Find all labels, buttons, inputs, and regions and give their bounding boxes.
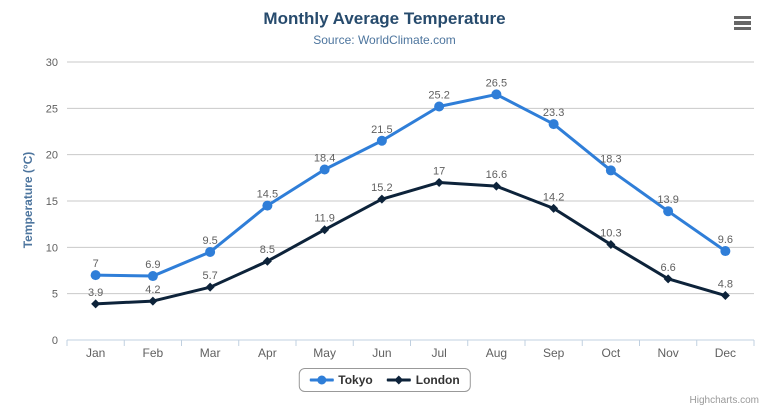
london-data-point[interactable] xyxy=(606,240,616,250)
y-axis-label: 0 xyxy=(52,335,58,347)
tokyo-data-point[interactable] xyxy=(205,246,216,257)
legend-item-london[interactable]: London xyxy=(386,373,460,387)
chart-title: Monthly Average Temperature xyxy=(263,9,506,28)
data-label: 14.2 xyxy=(543,191,564,203)
hamburger-icon xyxy=(734,27,751,31)
data-label: 17 xyxy=(433,165,445,177)
x-axis-label: Apr xyxy=(258,346,277,360)
y-axis-label: 20 xyxy=(46,150,58,162)
data-label: 18.4 xyxy=(314,152,335,164)
tokyo-data-point[interactable] xyxy=(663,206,674,217)
london-series-marker-icon xyxy=(386,374,411,386)
data-label: 26.5 xyxy=(486,77,507,89)
x-axis-label: Nov xyxy=(657,346,678,360)
tokyo-data-point[interactable] xyxy=(491,89,502,100)
london-data-point[interactable] xyxy=(377,194,387,204)
x-axis-label: Jul xyxy=(431,346,446,360)
tokyo-data-point[interactable] xyxy=(319,164,330,175)
tokyo-data-point[interactable] xyxy=(720,246,731,257)
london-data-point[interactable] xyxy=(91,299,101,309)
london-series-line[interactable] xyxy=(94,180,727,306)
x-axis-label: Jan xyxy=(86,346,105,360)
data-label: 15.2 xyxy=(371,182,392,194)
london-data-point[interactable] xyxy=(663,274,673,284)
london-data-point[interactable] xyxy=(434,177,444,187)
x-axis-label: Mar xyxy=(200,346,221,360)
tokyo-data-point[interactable] xyxy=(434,101,445,112)
data-label: 8.5 xyxy=(260,244,275,256)
chart-subtitle: Source: WorldClimate.com xyxy=(313,33,456,47)
data-label: 7 xyxy=(93,258,99,270)
x-axis-label: Sep xyxy=(543,346,565,360)
data-label: 18.3 xyxy=(600,153,621,165)
chart-context-menu-button[interactable] xyxy=(731,13,755,33)
x-axis-label: Dec xyxy=(715,346,736,360)
london-data-point[interactable] xyxy=(549,203,559,213)
legend-label-london: London xyxy=(415,373,460,387)
legend: Tokyo London xyxy=(298,368,471,392)
tokyo-data-point[interactable] xyxy=(147,271,158,282)
y-axis-label: 25 xyxy=(46,103,58,115)
data-label: 25.2 xyxy=(428,89,449,101)
london-data-point[interactable] xyxy=(720,291,730,301)
data-label: 4.2 xyxy=(145,284,160,296)
data-label: 9.5 xyxy=(202,235,217,247)
tokyo-data-point[interactable] xyxy=(605,165,616,176)
data-label: 10.3 xyxy=(600,228,621,240)
tokyo-series-line[interactable] xyxy=(94,92,727,278)
london-data-point[interactable] xyxy=(205,282,215,292)
london-data-point[interactable] xyxy=(262,256,272,266)
x-axis-label: Oct xyxy=(602,346,621,360)
x-axis-label: Aug xyxy=(486,346,507,360)
data-label: 5.7 xyxy=(202,270,217,282)
y-axis-label: 10 xyxy=(46,242,58,254)
tokyo-data-point[interactable] xyxy=(548,119,559,130)
legend-label-tokyo: Tokyo xyxy=(338,373,373,387)
london-data-point[interactable] xyxy=(148,296,158,306)
data-label: 3.9 xyxy=(88,287,103,299)
tokyo-series-marker-icon xyxy=(309,374,334,386)
x-axis-label: May xyxy=(313,346,336,360)
legend-item-tokyo[interactable]: Tokyo xyxy=(309,373,373,387)
y-axis-label: 5 xyxy=(52,289,58,301)
tokyo-data-point[interactable] xyxy=(376,135,387,146)
x-axis-label: Jun xyxy=(372,346,391,360)
x-axis-label: Feb xyxy=(143,346,164,360)
data-label: 11.9 xyxy=(314,213,335,225)
y-axis-label: 15 xyxy=(46,196,58,208)
data-label: 23.3 xyxy=(543,107,564,119)
hamburger-icon xyxy=(734,15,751,19)
data-label: 16.6 xyxy=(486,169,507,181)
hamburger-icon xyxy=(734,21,751,25)
tokyo-data-point[interactable] xyxy=(90,270,101,281)
data-label: 9.6 xyxy=(718,234,733,246)
tokyo-data-point[interactable] xyxy=(262,200,273,211)
london-data-point[interactable] xyxy=(320,225,330,235)
credits-link[interactable]: Highcharts.com xyxy=(689,395,759,406)
data-label: 14.5 xyxy=(257,189,278,201)
data-label: 6.9 xyxy=(145,259,160,271)
data-label: 6.6 xyxy=(660,262,675,274)
data-label: 21.5 xyxy=(371,124,392,136)
london-data-point[interactable] xyxy=(491,181,501,191)
y-axis-label: 30 xyxy=(46,57,58,69)
data-label: 4.8 xyxy=(718,279,733,291)
data-label: 13.9 xyxy=(657,194,678,206)
